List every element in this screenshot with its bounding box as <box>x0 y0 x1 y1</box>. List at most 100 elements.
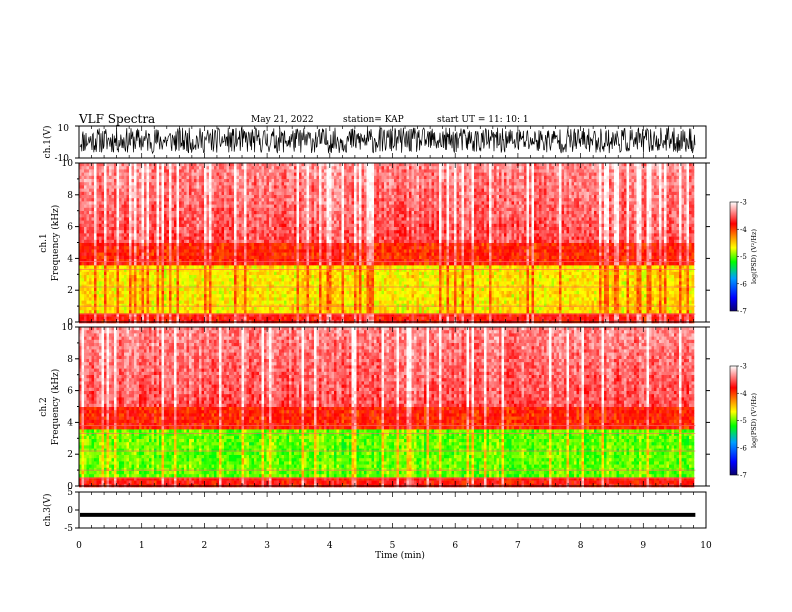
spectrogram-cell <box>579 214 582 218</box>
spectrogram-cell <box>151 182 155 186</box>
spectrogram-cell <box>506 207 510 212</box>
spectrogram-cell <box>684 182 687 186</box>
spectrogram-cell <box>311 163 315 167</box>
spectrogram-cell <box>209 220 212 225</box>
spectrogram-cell <box>351 175 355 180</box>
spectrogram-cell <box>576 172 580 177</box>
spectrogram-cell <box>564 195 567 199</box>
spectrogram-cell <box>359 172 362 177</box>
spectrogram-cell <box>681 207 685 212</box>
spectrogram-cell <box>411 223 415 228</box>
spectrogram-cell <box>661 214 665 218</box>
spectrogram-cell <box>409 198 412 202</box>
spectrogram-cell <box>199 188 202 193</box>
spectrogram-cell <box>679 172 682 177</box>
spectrogram-cell <box>511 166 515 170</box>
spectrogram-cell <box>546 166 550 170</box>
spectrogram-cell <box>286 175 290 180</box>
spectrogram-cell <box>541 198 545 202</box>
spectrogram-cell <box>224 166 227 170</box>
spectrogram-cell <box>351 217 355 221</box>
spectrogram-cell <box>114 195 117 199</box>
spectrogram-cell <box>156 185 160 189</box>
spectrogram-cell <box>201 163 205 167</box>
spectrogram-cell <box>601 204 605 209</box>
spectrogram-cell <box>494 223 497 228</box>
spectrogram-cell <box>581 195 585 199</box>
spectrogram-cell <box>94 166 97 170</box>
spectrogram-cell <box>591 201 595 205</box>
spectrogram-cell <box>174 204 177 209</box>
spectrogram-cell <box>296 185 300 189</box>
spectrogram-cell <box>306 188 310 193</box>
spectrogram-cell <box>454 169 457 173</box>
spectrogram-cell <box>611 166 615 170</box>
spectrogram-cell <box>411 169 415 173</box>
spectrogram-cell <box>436 182 440 186</box>
spectrogram-cell <box>396 172 400 177</box>
spectrogram-cell <box>179 201 182 205</box>
spectrogram-cell <box>114 207 117 212</box>
spectrogram-cell <box>434 163 437 167</box>
spectrogram-cell <box>439 211 442 215</box>
spectrogram-cell <box>504 188 507 193</box>
spectrogram-cell <box>294 163 297 167</box>
spectrogram-cell <box>479 191 482 196</box>
spectrogram-cell <box>96 182 100 186</box>
spectrogram-cell <box>206 191 210 196</box>
spectrogram-cell <box>191 195 195 199</box>
spectrogram-cell <box>489 185 492 189</box>
spectrogram-cell <box>634 188 637 193</box>
spectrogram-cell <box>626 166 630 170</box>
spectrogram-cell <box>496 169 500 173</box>
spectrogram-cell <box>509 223 512 228</box>
spectrogram-cell <box>539 163 542 167</box>
spectrogram-cell <box>541 188 545 193</box>
spectrogram-cell <box>196 207 200 212</box>
spectrogram-cell <box>254 172 257 177</box>
spectrogram-cell <box>631 201 635 205</box>
spectrogram-cell <box>464 223 467 228</box>
spectrogram-cell <box>139 166 142 170</box>
spectrogram-cell <box>556 163 560 167</box>
spectrogram-cell <box>384 204 387 209</box>
spectrogram-cell <box>441 195 445 199</box>
spectrogram-cell <box>446 201 450 205</box>
spectrogram-cell <box>481 223 485 228</box>
spectrogram-cell <box>309 182 312 186</box>
spectrogram-cell <box>636 217 640 221</box>
spectrogram-cell <box>331 191 335 196</box>
spectrogram-cell <box>319 198 322 202</box>
spectrogram-cell <box>476 223 480 228</box>
spectrogram-cell <box>191 166 195 170</box>
spectrogram-cell <box>441 201 445 205</box>
spectrogram-cell <box>406 211 410 215</box>
spectrogram-cell <box>301 182 305 186</box>
spectrogram-cell <box>374 201 377 205</box>
spectrogram-cell <box>616 188 620 193</box>
spectrogram-cell <box>284 204 287 209</box>
spectrogram-cell <box>681 166 685 170</box>
spectrogram-cell <box>101 185 105 189</box>
spectrogram-cell <box>451 172 455 177</box>
spectrogram-cell <box>421 220 425 225</box>
spectrogram-cell <box>159 211 162 215</box>
spectrogram-cell <box>616 185 620 189</box>
spectrogram-cell <box>536 198 540 202</box>
spectrogram-cell <box>471 188 475 193</box>
spectrogram-cell <box>369 223 372 228</box>
spectrogram-cell <box>624 207 627 212</box>
spectrogram-cell <box>594 195 597 199</box>
spectrogram-cell <box>166 188 170 193</box>
spectrogram-cell <box>626 220 630 225</box>
spectrogram-cell <box>574 166 577 170</box>
spectrogram-cell <box>384 207 387 212</box>
spectrogram-cell <box>234 211 237 215</box>
spectrogram-cell <box>559 198 562 202</box>
spectrogram-cell <box>409 191 412 196</box>
spectrogram-cell <box>219 223 222 228</box>
spectrogram-cell <box>669 217 672 221</box>
spectrogram-cell <box>416 198 420 202</box>
spectrogram-cell <box>416 172 420 177</box>
spectrogram-cell <box>254 204 257 209</box>
